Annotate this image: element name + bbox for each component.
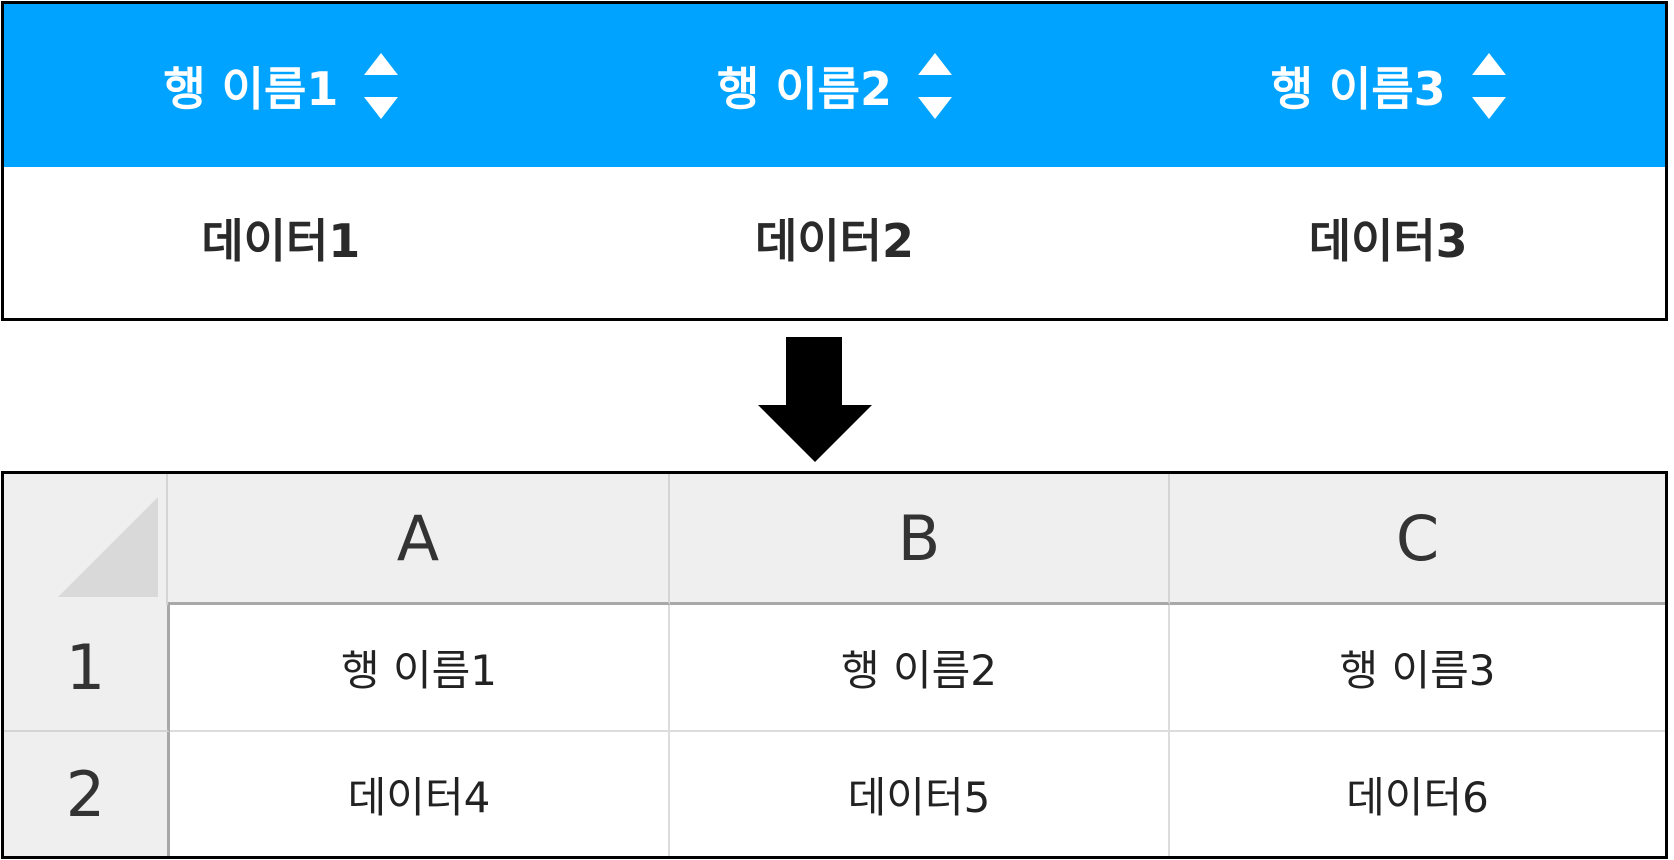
column-header-3[interactable]: 행 이름3 [1111,4,1665,167]
cell-b2[interactable]: 데이터5 [670,732,1170,856]
web-table-header: 행 이름1 행 이름2 행 이름3 [4,4,1665,167]
cell-b1[interactable]: 행 이름2 [670,605,1170,732]
column-header-b[interactable]: B [670,474,1170,605]
column-header-c[interactable]: C [1170,474,1665,605]
cell-c2[interactable]: 데이터6 [1170,732,1665,856]
row-header-1[interactable]: 1 [4,605,170,732]
table-cell: 데이터1 [201,213,361,268]
sort-up-down-icon[interactable] [918,52,952,119]
spreadsheet: A B C 1 2 행 이름1 행 이름2 행 이름3 데이터4 데이터5 데이… [1,471,1668,859]
sort-up-down-icon[interactable] [1471,52,1506,119]
column-header-a[interactable]: A [168,474,670,605]
cell-c1[interactable]: 행 이름3 [1170,605,1665,732]
select-all-corner[interactable] [4,474,168,605]
web-table: 행 이름1 행 이름2 행 이름3 데이터1 데이터2 데이터3 [1,1,1668,321]
column-header-2[interactable]: 행 이름2 [558,4,1112,167]
column-header-label: 행 이름3 [1270,61,1446,116]
cell-a1[interactable]: 행 이름1 [170,605,670,732]
row-header-2[interactable]: 2 [4,732,170,856]
sort-up-down-icon[interactable] [364,52,399,119]
arrow-down-icon [758,337,874,463]
table-cell: 데이터3 [1308,213,1468,268]
cell-a2[interactable]: 데이터4 [170,732,670,856]
column-header-label: 행 이름2 [717,61,892,116]
column-header-label: 행 이름1 [163,61,339,116]
table-cell: 데이터2 [755,213,914,268]
table-row: 데이터1 데이터2 데이터3 [4,167,1665,318]
column-header-1[interactable]: 행 이름1 [4,4,558,167]
